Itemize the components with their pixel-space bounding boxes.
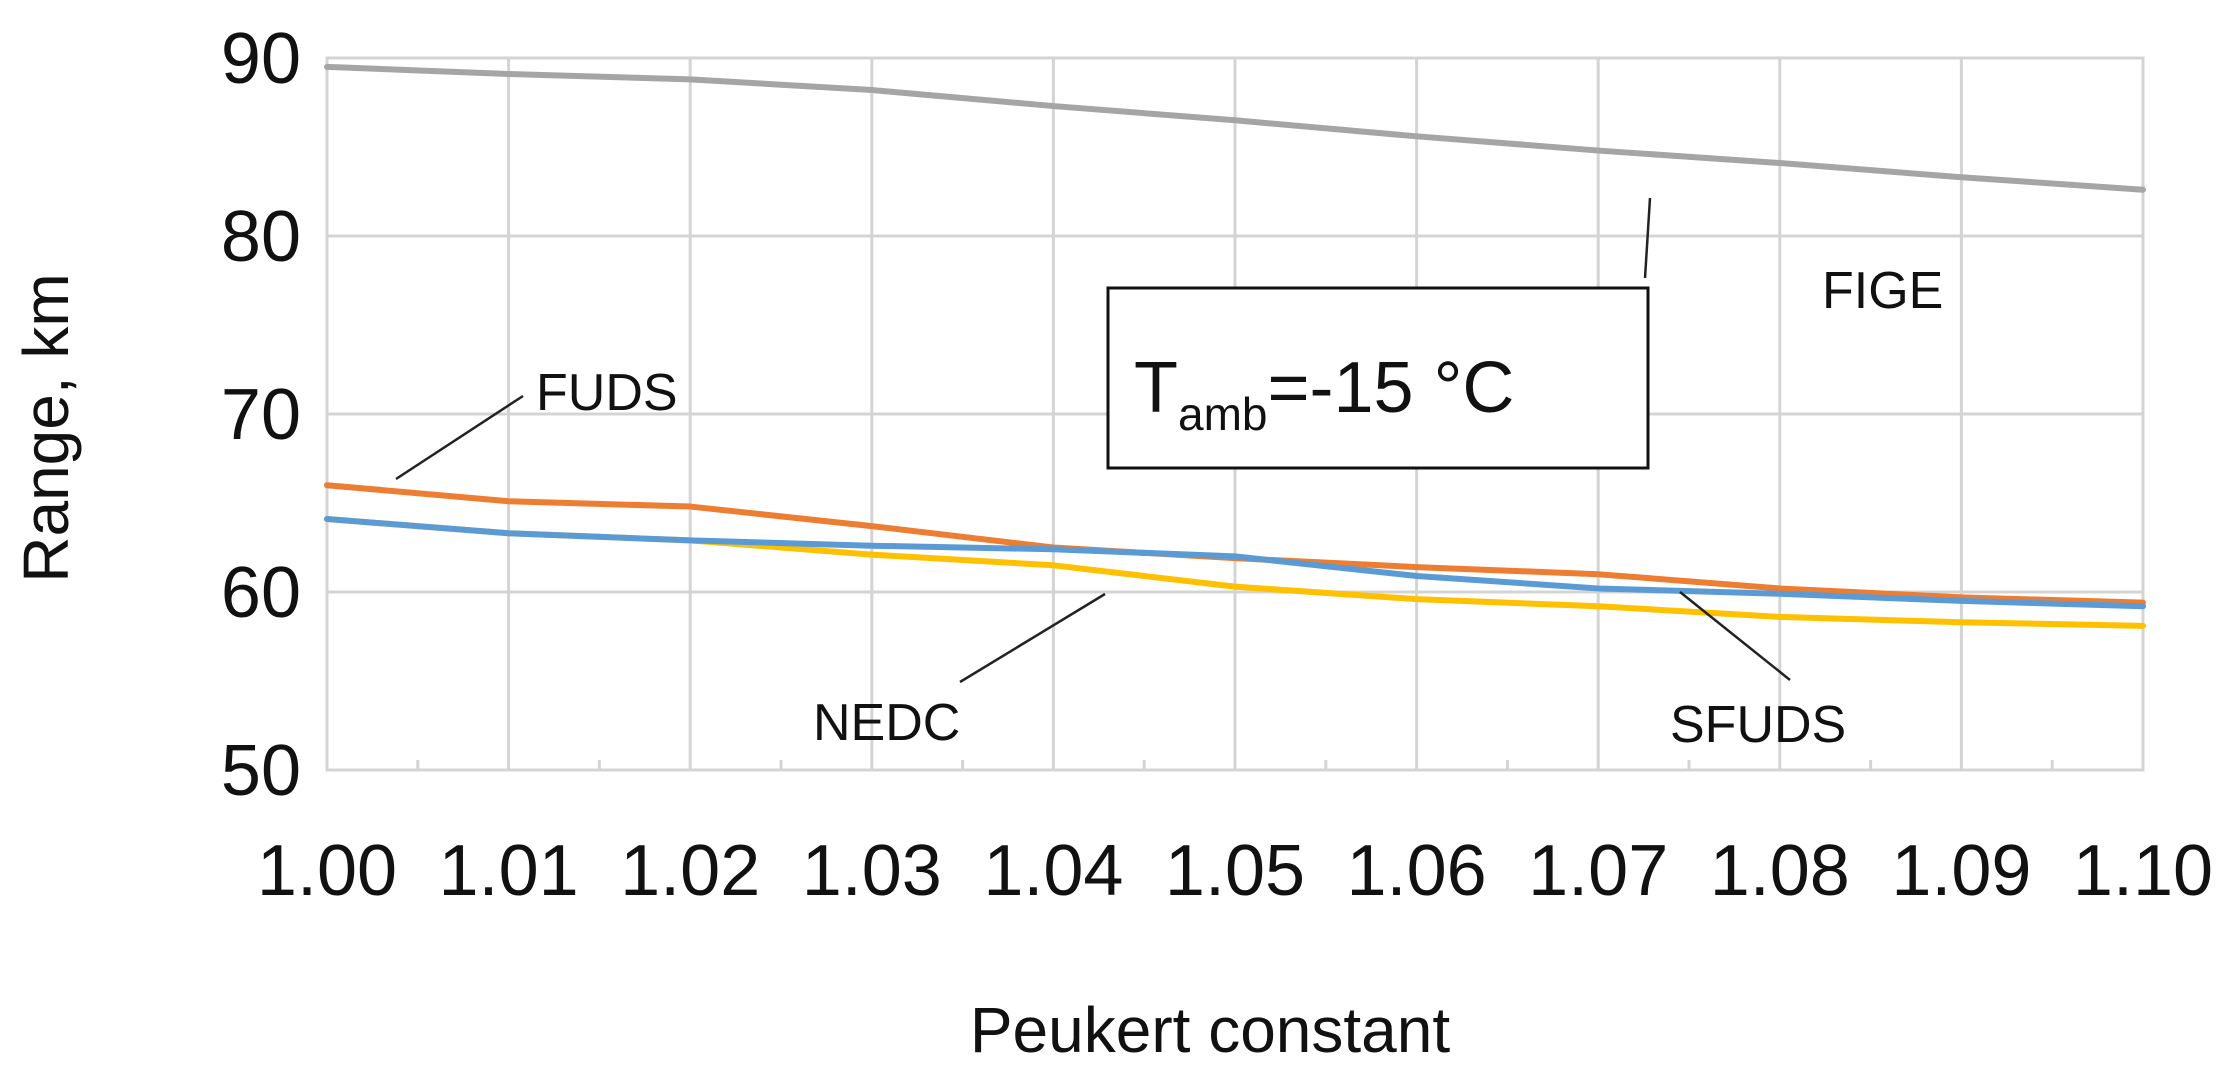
y-axis-title: Range, km <box>10 273 82 582</box>
series-label-fige: FIGE <box>1822 262 1943 320</box>
x-tick-label: 1.05 <box>1165 831 1305 911</box>
series-line-fige <box>324 63 2146 193</box>
plot-frame <box>325 56 2145 772</box>
y-tick-label: 90 <box>221 19 301 99</box>
series-label-fuds: FUDS <box>536 364 678 422</box>
x-tick-label: 1.08 <box>1710 831 1850 911</box>
leader-line-fige <box>1643 197 1652 279</box>
series-line-sfuds <box>324 516 2146 610</box>
x-tick-label: 1.06 <box>1347 831 1487 911</box>
x-tick-label: 1.09 <box>1891 831 2031 911</box>
x-tick-label: 1.01 <box>439 831 579 911</box>
y-tick-label: 70 <box>221 375 301 455</box>
x-tick-label: 1.00 <box>257 831 397 911</box>
x-tick-label: 1.07 <box>1528 831 1668 911</box>
leader-line-sfuds <box>1679 591 1791 681</box>
annotation-box <box>1106 286 1650 470</box>
tick-labels: 50 60 70 80 90 1.00 1.01 1.02 1.03 1.04 1.05 1.06 1.… <box>221 19 2213 911</box>
series-lines <box>324 63 2146 629</box>
series-label-sfuds: SFUDS <box>1670 696 1846 754</box>
temperature-annotation: Tamb=-15 °C <box>1106 286 1650 470</box>
leader-line-nedc <box>959 592 1106 684</box>
x-tick-label: 1.10 <box>2073 831 2213 911</box>
x-tick-label: 1.03 <box>802 831 942 911</box>
leader-line-fuds <box>395 394 524 481</box>
x-tick-label: 1.02 <box>620 831 760 911</box>
y-tick-label: 80 <box>221 197 301 277</box>
x-axis-title: Peukert constant <box>970 994 1451 1066</box>
series-leader-lines <box>395 197 1791 684</box>
series-label-nedc: NEDC <box>813 694 960 752</box>
x-tick-label: 1.04 <box>983 831 1123 911</box>
annotation-text: Tamb=-15 °C <box>1134 348 1514 440</box>
y-tick-label: 60 <box>221 553 301 633</box>
y-tick-label: 50 <box>221 731 301 811</box>
